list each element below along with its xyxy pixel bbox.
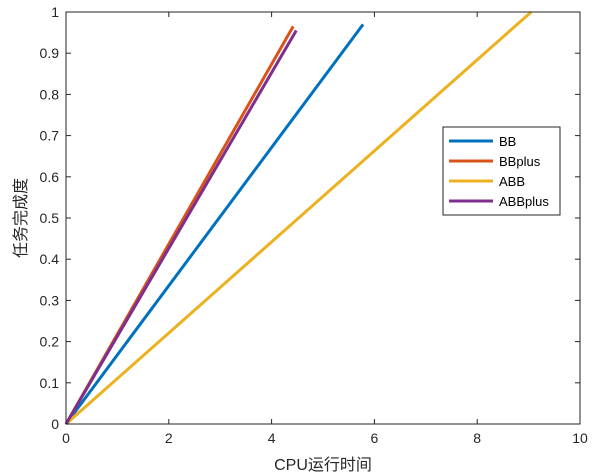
x-tick-label: 6: [371, 430, 379, 446]
y-tick-label: 0.2: [40, 334, 60, 350]
series-line-bb: [64, 23, 365, 425]
y-tick-label: 0.5: [40, 210, 60, 226]
legend-label-bbplus: BBplus: [499, 154, 541, 169]
y-tick-label: 0.3: [40, 292, 60, 308]
axes: 0 2 4 6 8 10 0 0.1 0.2 0.3 0.4 0.5 0.6 0.7 0.8 0.9 1: [40, 4, 588, 446]
y-tick-label: 0.9: [40, 45, 60, 61]
legend-label-abbplus: ABBplus: [499, 194, 549, 209]
plot-background: [66, 12, 580, 424]
y-tick-label: 0.8: [40, 86, 60, 102]
x-tick-label: 10: [572, 430, 588, 446]
y-axis-label: 任务完成度: [12, 178, 30, 258]
y-tick-label: 0.6: [40, 169, 60, 185]
y-tick-label: 1: [51, 4, 59, 20]
series-layer: [64, 10, 533, 426]
x-tick-label: 2: [165, 430, 173, 446]
legend-label-bb: BB: [499, 134, 516, 149]
x-tick-label: 0: [62, 430, 70, 446]
y-tick-label: 0.4: [40, 251, 60, 267]
legend: BB BBplus ABB ABBplus: [442, 126, 561, 216]
plot-area: [66, 12, 580, 424]
x-axis-label: CPU运行时间: [274, 456, 372, 474]
x-tick-label: 4: [268, 430, 276, 446]
series-line-abbplus: [64, 29, 298, 425]
y-tick-label: 0.7: [40, 128, 60, 144]
y-tick-label: 0.1: [40, 375, 60, 391]
legend-label-abb: ABB: [499, 174, 525, 189]
series-line-abb: [65, 10, 533, 426]
x-tick-label: 8: [473, 430, 481, 446]
y-tick-label: 0: [51, 416, 59, 432]
